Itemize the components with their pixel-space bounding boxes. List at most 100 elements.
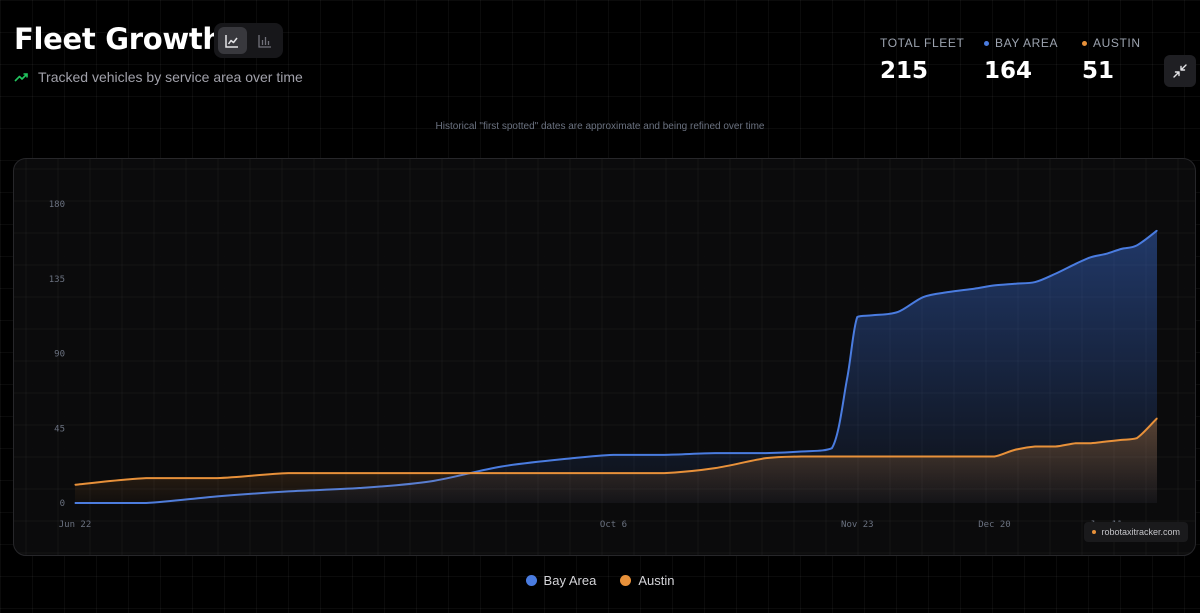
austin-point bbox=[846, 455, 848, 458]
bay-area-point bbox=[572, 457, 574, 459]
bay-area-point bbox=[1120, 248, 1123, 250]
bay-area-point bbox=[973, 288, 975, 290]
bay-area-point bbox=[922, 296, 924, 298]
stat-bay-area: BAY AREA 164 bbox=[984, 36, 1058, 84]
legend-label: Bay Area bbox=[543, 573, 597, 588]
bar-chart-button[interactable] bbox=[251, 27, 280, 54]
bar-chart-icon bbox=[258, 34, 271, 48]
austin-point bbox=[948, 455, 950, 458]
watermark: robotaxitracker.com bbox=[1084, 522, 1188, 542]
stat-value: 215 bbox=[880, 58, 929, 84]
bay-area-point bbox=[948, 291, 950, 293]
austin-point bbox=[358, 472, 361, 474]
bay-area-point bbox=[612, 454, 615, 456]
view-toggle bbox=[214, 23, 283, 58]
austin-point bbox=[501, 472, 503, 474]
austin-point bbox=[1014, 449, 1016, 451]
bay-area-point bbox=[1075, 263, 1077, 265]
x-tick-label: Nov 23 bbox=[841, 520, 874, 530]
bay-area-point bbox=[765, 452, 767, 454]
austin-point bbox=[1120, 439, 1123, 441]
y-tick-label: 45 bbox=[54, 424, 65, 434]
bay-area-point bbox=[663, 454, 665, 456]
stat-value: 164 bbox=[984, 58, 1033, 84]
austin-point bbox=[216, 477, 218, 479]
bay-area-point bbox=[1156, 229, 1158, 232]
austin-point bbox=[765, 457, 767, 459]
austin-area bbox=[75, 418, 1157, 503]
stat-total-fleet: TOTAL FLEET 215 bbox=[880, 36, 964, 84]
austin-point bbox=[993, 455, 996, 458]
bay-area-point bbox=[897, 311, 899, 313]
bay-area-point bbox=[993, 284, 996, 286]
area-chart-icon bbox=[225, 34, 239, 48]
y-tick-label: 180 bbox=[49, 200, 65, 210]
legend-item-bay-area[interactable]: Bay Area bbox=[525, 573, 597, 588]
x-tick-label: Oct 6 bbox=[600, 520, 627, 530]
austin-dot bbox=[1082, 40, 1087, 46]
page-title: Fleet Growth bbox=[14, 22, 223, 56]
x-tick-label: Jun 22 bbox=[59, 520, 92, 530]
austin-point bbox=[1054, 445, 1057, 448]
bay-area-point bbox=[800, 450, 803, 453]
y-tick-label: 135 bbox=[49, 275, 65, 285]
austin-point bbox=[973, 455, 975, 458]
austin-point bbox=[572, 472, 574, 474]
legend-swatch bbox=[620, 575, 632, 586]
subtitle: Tracked vehicles by service area over ti… bbox=[14, 69, 303, 85]
bay-area-point bbox=[856, 316, 858, 318]
bay-area-point bbox=[1090, 256, 1092, 258]
bay-area-point bbox=[1136, 244, 1138, 247]
trending-up-icon bbox=[14, 73, 28, 82]
watermark-text: robotaxitracker.com bbox=[1101, 527, 1180, 537]
bay-area-point bbox=[1014, 283, 1016, 285]
area-chart-button[interactable] bbox=[218, 27, 247, 54]
bay-area-dot bbox=[984, 40, 989, 46]
x-tick-label: Dec 20 bbox=[978, 520, 1011, 530]
austin-point bbox=[74, 484, 76, 486]
bay-area-point bbox=[1034, 281, 1036, 283]
bay-area-point bbox=[1105, 253, 1107, 255]
subtitle-text: Tracked vehicles by service area over ti… bbox=[38, 69, 303, 85]
bay-area-point bbox=[714, 452, 716, 454]
austin-point bbox=[871, 455, 874, 458]
watermark-dot bbox=[1092, 530, 1097, 534]
austin-point bbox=[612, 472, 615, 474]
bay-area-point bbox=[871, 314, 874, 316]
bay-area-point bbox=[1054, 273, 1057, 275]
austin-point bbox=[856, 455, 858, 458]
bay-area-area bbox=[75, 230, 1157, 504]
bay-area-point bbox=[501, 465, 503, 468]
austin-point bbox=[1156, 417, 1158, 419]
stat-label: AUSTIN bbox=[1093, 36, 1141, 50]
austin-point bbox=[1136, 437, 1138, 439]
austin-point bbox=[145, 477, 147, 479]
collapse-icon bbox=[1173, 64, 1187, 78]
stat-austin: AUSTIN 51 bbox=[1082, 36, 1141, 84]
chart-legend: Bay Area Austin bbox=[0, 573, 1200, 588]
austin-point bbox=[1034, 445, 1036, 448]
series-layer bbox=[74, 229, 1158, 505]
stat-label: TOTAL FLEET bbox=[880, 36, 965, 50]
data-note: Historical "first spotted" dates are app… bbox=[435, 121, 765, 132]
y-tick-label: 0 bbox=[60, 499, 65, 509]
austin-point bbox=[429, 472, 432, 474]
collapse-button[interactable] bbox=[1164, 55, 1196, 87]
austin-point bbox=[897, 455, 899, 458]
austin-point bbox=[800, 455, 803, 458]
austin-point bbox=[1090, 442, 1092, 444]
legend-swatch bbox=[525, 575, 537, 586]
legend-item-austin[interactable]: Austin bbox=[620, 573, 674, 588]
bay-area-point bbox=[831, 447, 833, 449]
y-axis: 0 45 90 135 180 bbox=[49, 200, 65, 509]
austin-point bbox=[663, 472, 665, 474]
austin-point bbox=[287, 472, 289, 474]
legend-label: Austin bbox=[638, 573, 675, 588]
austin-point bbox=[1105, 440, 1107, 443]
austin-point bbox=[831, 455, 833, 458]
bay-area-point bbox=[846, 377, 848, 380]
stat-label: BAY AREA bbox=[995, 36, 1059, 50]
austin-point bbox=[1075, 442, 1077, 444]
